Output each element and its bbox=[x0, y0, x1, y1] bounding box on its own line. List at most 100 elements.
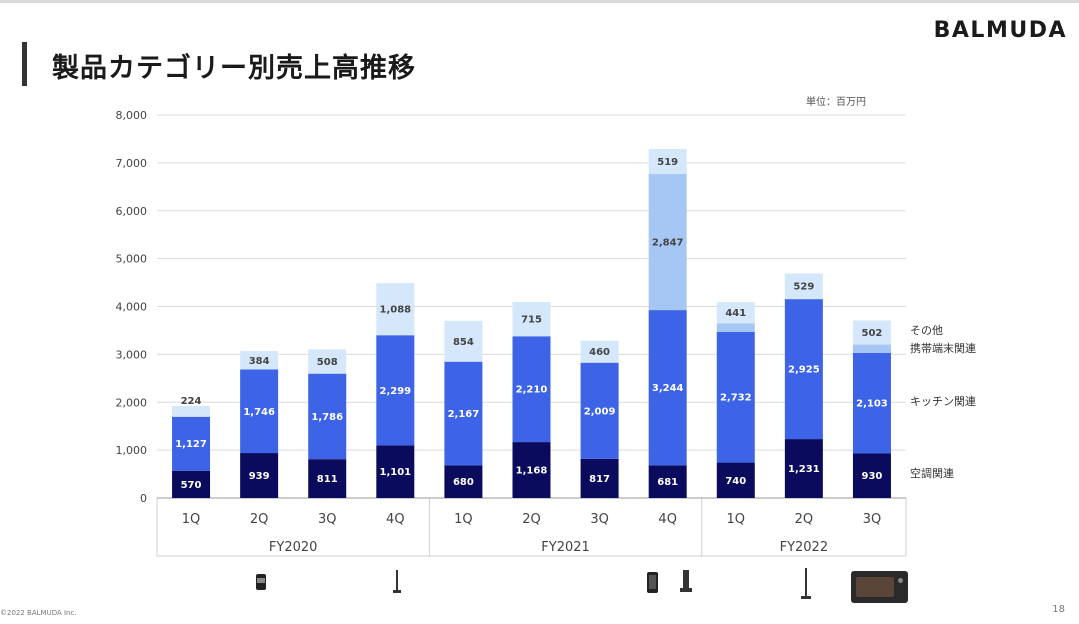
x-tick-label: 4Q bbox=[386, 512, 405, 527]
data-label: 1,231 bbox=[788, 464, 820, 475]
kettle-icon bbox=[680, 570, 692, 592]
copyright: ©2022 BALMUDA Inc. bbox=[0, 609, 77, 617]
bar-segment bbox=[852, 344, 891, 353]
bar-segment bbox=[512, 302, 551, 337]
data-label: 817 bbox=[589, 474, 610, 485]
y-tick-label: 0 bbox=[140, 492, 147, 505]
phone-icon bbox=[647, 572, 658, 593]
data-label: 384 bbox=[249, 356, 270, 367]
bar-segment bbox=[376, 335, 415, 446]
data-label: 715 bbox=[521, 315, 542, 326]
bar-segment bbox=[172, 470, 211, 498]
data-label: 854 bbox=[453, 337, 474, 348]
data-label: 508 bbox=[317, 357, 338, 368]
data-label: 811 bbox=[317, 474, 338, 485]
data-label: 2,103 bbox=[856, 399, 888, 410]
data-label: 930 bbox=[862, 471, 883, 482]
data-label: 1,101 bbox=[379, 467, 411, 478]
x-tick-label: 2Q bbox=[522, 512, 541, 527]
data-label: 1,127 bbox=[175, 439, 207, 450]
bar-segment bbox=[308, 459, 347, 498]
x-tick-label: 1Q bbox=[727, 512, 746, 527]
y-tick-label: 8,000 bbox=[116, 109, 148, 122]
top-divider bbox=[0, 0, 1079, 3]
bar-segment bbox=[376, 283, 415, 336]
data-label: 2,167 bbox=[448, 409, 480, 420]
page-number: 18 bbox=[1052, 604, 1065, 615]
data-label: 2,210 bbox=[516, 385, 548, 396]
y-tick-label: 3,000 bbox=[116, 348, 148, 361]
x-tick-label: 4Q bbox=[658, 512, 677, 527]
lantern-icon bbox=[256, 574, 266, 590]
bar-segment bbox=[172, 416, 211, 471]
y-tick-label: 7,000 bbox=[116, 157, 148, 170]
toaster-icon bbox=[851, 571, 908, 603]
bar-segment bbox=[716, 331, 755, 463]
bar-segment bbox=[784, 299, 823, 440]
data-label: 2,009 bbox=[584, 406, 616, 417]
data-label: 1,088 bbox=[379, 305, 411, 316]
bar-segment bbox=[512, 442, 551, 498]
y-tick-label: 4,000 bbox=[116, 301, 148, 314]
data-label: 740 bbox=[725, 476, 746, 487]
x-tick-label: 1Q bbox=[454, 512, 473, 527]
bar-segment bbox=[716, 323, 755, 332]
legend-label: 空調関連 bbox=[910, 466, 954, 480]
bar-segment bbox=[852, 352, 891, 454]
bar-segment bbox=[784, 439, 823, 498]
bar-segment bbox=[240, 369, 279, 454]
data-label: 2,732 bbox=[720, 393, 752, 404]
bar-segment bbox=[240, 453, 279, 498]
bar-segment bbox=[580, 458, 619, 498]
bar-segment bbox=[444, 465, 483, 498]
data-label: 519 bbox=[657, 157, 678, 168]
y-tick-label: 5,000 bbox=[116, 253, 148, 266]
bar-segment bbox=[716, 462, 755, 498]
data-label: 2,925 bbox=[788, 365, 820, 376]
y-tick-label: 2,000 bbox=[116, 396, 148, 409]
x-tick-label: 1Q bbox=[182, 512, 201, 527]
bar-segment bbox=[308, 349, 347, 374]
bar-segment bbox=[512, 336, 551, 443]
data-label: 224 bbox=[181, 396, 202, 407]
fiscal-year-label: FY2021 bbox=[541, 540, 590, 555]
bar-segment bbox=[376, 445, 415, 498]
bar-segment bbox=[308, 373, 347, 460]
data-label: 939 bbox=[249, 471, 270, 482]
bar-segment bbox=[580, 362, 619, 459]
page-title: 製品カテゴリー別売上高推移 bbox=[52, 53, 416, 84]
bar-segment bbox=[852, 320, 891, 345]
data-label: 2,299 bbox=[379, 386, 411, 397]
bar-segment bbox=[784, 273, 823, 299]
x-tick-label: 2Q bbox=[250, 512, 269, 527]
data-label: 529 bbox=[793, 282, 814, 293]
data-label: 570 bbox=[181, 480, 202, 491]
bar-segment bbox=[784, 298, 823, 300]
bar-segment bbox=[580, 340, 619, 363]
bar-segment bbox=[444, 320, 483, 362]
x-tick-label: 2Q bbox=[795, 512, 814, 527]
bar-segment bbox=[716, 302, 755, 324]
x-tick-label: 3Q bbox=[863, 512, 882, 527]
product-icons bbox=[256, 568, 908, 603]
legend-label: その他 bbox=[910, 324, 943, 337]
legend-label: 携帯端末関連 bbox=[910, 341, 976, 355]
bar-segment bbox=[648, 148, 687, 174]
data-label: 2,847 bbox=[652, 237, 684, 248]
fiscal-year-label: FY2022 bbox=[780, 540, 829, 555]
data-label: 681 bbox=[657, 477, 678, 488]
brand-logo: BALMUDA bbox=[933, 18, 1067, 43]
data-label: 502 bbox=[862, 328, 883, 339]
y-tick-label: 6,000 bbox=[116, 205, 148, 218]
data-label: 460 bbox=[589, 347, 610, 358]
data-label: 441 bbox=[725, 308, 746, 319]
x-tick-label: 3Q bbox=[590, 512, 609, 527]
bar-segment bbox=[648, 310, 687, 466]
cleaner-icon bbox=[801, 568, 811, 599]
bar-segment bbox=[240, 351, 279, 370]
legend-label: キッチン関連 bbox=[910, 394, 976, 408]
data-label: 3,244 bbox=[652, 383, 684, 394]
data-label: 680 bbox=[453, 477, 474, 488]
data-label: 1,786 bbox=[311, 412, 343, 423]
fiscal-year-label: FY2020 bbox=[269, 540, 318, 555]
